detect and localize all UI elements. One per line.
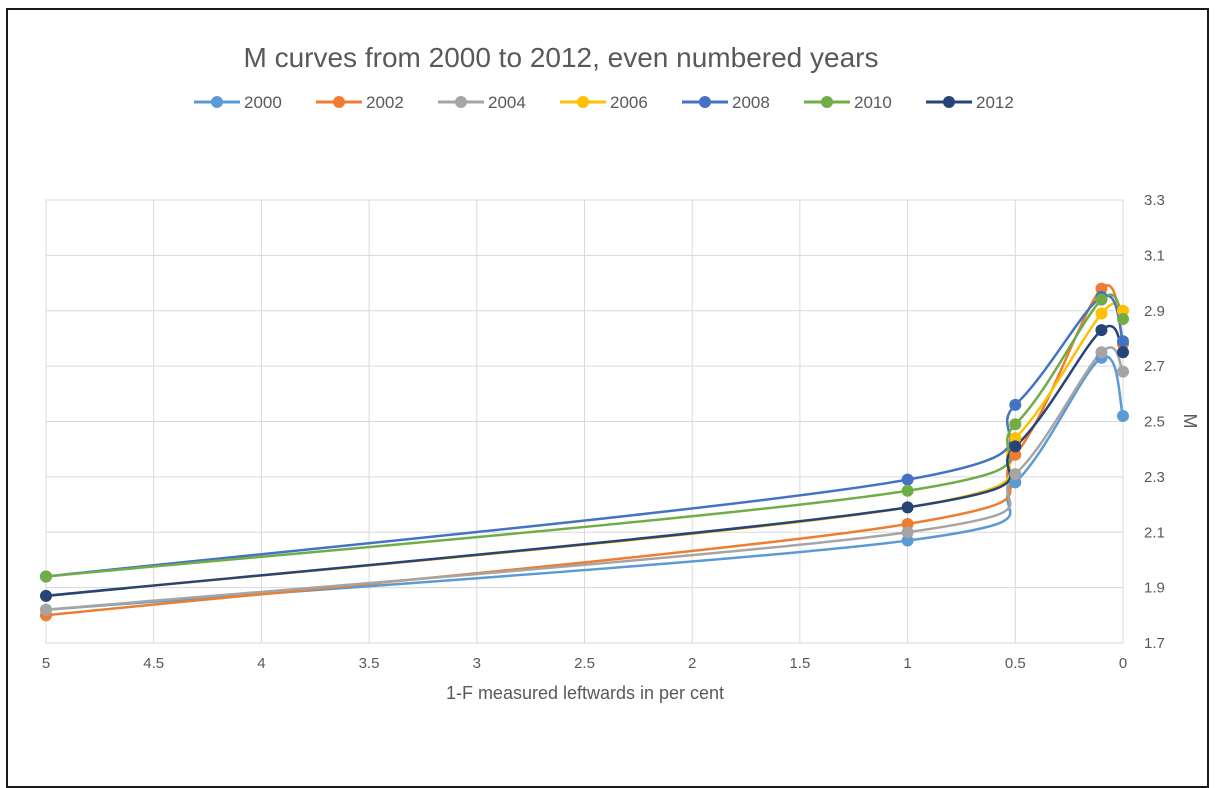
- y-tick-label: 3.3: [1144, 192, 1165, 209]
- x-axis-ticks: 5 4.5 4 3.5 3 2.5 2 1.5 1 0.5 0: [42, 655, 1127, 672]
- chart-title: M curves from 2000 to 2012, even numbere…: [243, 42, 878, 73]
- legend-label: 2000: [244, 93, 282, 112]
- data-point-2006: [1095, 307, 1108, 320]
- y-tick-label: 2.5: [1144, 414, 1165, 431]
- chart: M curves from 2000 to 2012, even numbere…: [40, 42, 1200, 703]
- gridlines: [45, 199, 1124, 644]
- legend-item-2010: 2010: [804, 93, 892, 112]
- data-point-2004: [1009, 468, 1022, 481]
- data-point-2012: [1095, 324, 1108, 337]
- data-point-2002: [1009, 448, 1022, 461]
- data-point-2004: [1095, 346, 1108, 359]
- legend-marker: [333, 96, 345, 108]
- series-line-2004: [44, 346, 1125, 612]
- data-point-2010: [901, 484, 914, 497]
- legend-label: 2004: [488, 93, 526, 112]
- y-tick-label: 1.7: [1144, 635, 1165, 652]
- legend-item-2008: 2008: [682, 93, 770, 112]
- y-axis-label: M: [1180, 414, 1200, 429]
- legend-item-2000: 2000: [194, 93, 282, 112]
- x-tick-label: 0.5: [1005, 655, 1026, 672]
- y-tick-label: 1.9: [1144, 580, 1165, 597]
- data-point-2006: [1009, 432, 1022, 445]
- x-tick-label: 3: [473, 655, 481, 672]
- data-point-2012: [1009, 440, 1022, 453]
- chart-frame: M curves from 2000 to 2012, even numbere…: [6, 8, 1209, 788]
- data-point-2012: [40, 589, 52, 602]
- data-point-2000: [901, 534, 914, 547]
- data-point-2002: [1095, 282, 1108, 295]
- x-tick-label: 2.5: [574, 655, 595, 672]
- x-tick-label: 3.5: [359, 655, 380, 672]
- data-point-2010: [1009, 418, 1022, 431]
- x-tick-label: 0: [1119, 655, 1127, 672]
- data-point-2002: [901, 517, 914, 530]
- legend-marker: [943, 96, 955, 108]
- legend-label: 2008: [732, 93, 770, 112]
- legend-item-2012: 2012: [926, 93, 1014, 112]
- data-point-2012: [901, 501, 914, 514]
- series-points: [40, 282, 1129, 622]
- legend-item-2006: 2006: [560, 93, 648, 112]
- legend-marker: [821, 96, 833, 108]
- data-point-2006: [1117, 304, 1129, 317]
- y-tick-label: 3.1: [1144, 247, 1165, 264]
- x-tick-label: 4.5: [143, 655, 164, 672]
- data-point-2000: [1117, 409, 1129, 422]
- data-point-2010: [40, 570, 52, 583]
- data-point-2010: [1095, 293, 1108, 306]
- series-line-2010: [44, 293, 1125, 578]
- legend-label: 2010: [854, 93, 892, 112]
- y-axis-ticks: 1.7 1.9 2.1 2.3 2.5 2.7 2.9 3.1 3.3: [1144, 192, 1165, 652]
- data-point-2008: [901, 473, 914, 486]
- data-point-2000: [1009, 476, 1022, 489]
- legend-item-2004: 2004: [438, 93, 526, 112]
- x-tick-label: 4: [257, 655, 265, 672]
- legend-marker: [211, 96, 223, 108]
- y-tick-label: 2.9: [1144, 303, 1165, 320]
- x-tick-label: 2: [688, 655, 696, 672]
- data-point-2010: [1117, 313, 1129, 326]
- data-point-2004: [901, 526, 914, 539]
- y-tick-label: 2.1: [1144, 524, 1165, 541]
- y-tick-label: 2.7: [1144, 358, 1165, 375]
- data-point-2004: [40, 603, 52, 616]
- x-tick-label: 5: [42, 655, 50, 672]
- legend-item-2002: 2002: [316, 93, 404, 112]
- legend-label: 2002: [366, 93, 404, 112]
- data-point-2004: [1117, 365, 1129, 378]
- legend-marker: [455, 96, 467, 108]
- legend-marker: [699, 96, 711, 108]
- legend-label: 2006: [610, 93, 648, 112]
- legend-marker: [577, 96, 589, 108]
- x-axis-label: 1-F measured leftwards in per cent: [446, 683, 724, 703]
- series-line-2012: [44, 325, 1125, 598]
- x-tick-label: 1: [903, 655, 911, 672]
- data-point-2008: [1009, 398, 1022, 411]
- legend: 2000 2002 2004 2006 2008 2010 2012: [194, 93, 1014, 112]
- data-point-2012: [1117, 346, 1129, 359]
- x-tick-label: 1.5: [789, 655, 810, 672]
- y-tick-label: 2.3: [1144, 469, 1165, 486]
- legend-label: 2012: [976, 93, 1014, 112]
- data-point-2008: [1117, 335, 1129, 348]
